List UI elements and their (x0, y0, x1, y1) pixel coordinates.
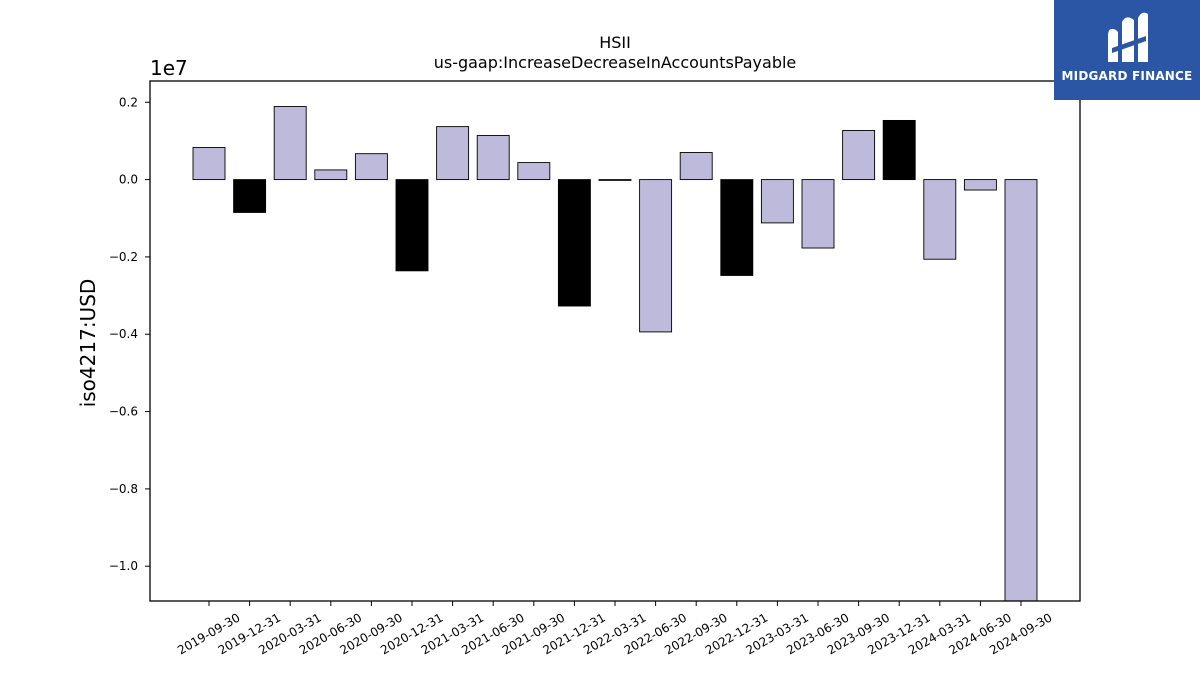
bar-2024-03-31 (923, 179, 957, 260)
chart-subtitle: us-gaap:IncreaseDecreaseInAccountsPayabl… (433, 53, 797, 72)
bar-2021-12-31 (557, 179, 591, 307)
bar-2023-06-30 (801, 179, 835, 249)
y-tick-label: −0.6 (109, 405, 138, 419)
brand-logo: MIDGARD FINANCE (1054, 0, 1200, 100)
bar-2020-03-31 (273, 106, 307, 181)
bar-2021-09-30 (517, 162, 551, 181)
bars-group (192, 106, 1038, 602)
logo-text: MIDGARD FINANCE (1061, 69, 1193, 83)
bar-2023-12-31 (882, 119, 916, 181)
bar-2020-06-30 (314, 169, 348, 181)
y-tick-label: −0.4 (109, 327, 138, 341)
y-tick-label: −0.2 (109, 250, 138, 264)
bar-2022-03-31 (598, 179, 632, 181)
bar-2020-12-31 (395, 179, 429, 272)
logo-mark-icon (1108, 12, 1148, 63)
y-tick-label: −0.8 (109, 482, 138, 496)
y-tick-label: 0.2 (119, 95, 138, 109)
bar-2020-09-30 (354, 153, 388, 181)
y-axis-label: iso4217:USD (76, 278, 100, 408)
chart-title: HSII (599, 33, 631, 52)
bar-2023-03-31 (760, 179, 794, 224)
y-tick-label: 0.0 (119, 173, 138, 187)
plot-frame (149, 80, 1081, 602)
bar-2022-06-30 (639, 179, 673, 333)
y-axis-ticks: 0.2 0.0 −0.2 −0.4 −0.6 −0.8 −1.0 (109, 95, 150, 573)
bar-2024-06-30 (963, 179, 997, 191)
y-tick-label: −1.0 (109, 559, 138, 573)
bar-2019-12-31 (233, 179, 267, 213)
bar-2024-09-30 (1004, 179, 1038, 602)
bar-2023-09-30 (842, 130, 876, 181)
bar-2022-09-30 (679, 152, 713, 181)
bar-2022-12-31 (720, 179, 754, 276)
bar-2021-03-31 (436, 126, 470, 181)
x-axis-ticks: 2019-09-302019-12-312020-03-312020-06-30… (175, 601, 1055, 657)
bar-2019-09-30 (192, 147, 226, 181)
y-axis-multiplier: 1e7 (150, 56, 188, 80)
bar-2021-06-30 (476, 135, 510, 181)
